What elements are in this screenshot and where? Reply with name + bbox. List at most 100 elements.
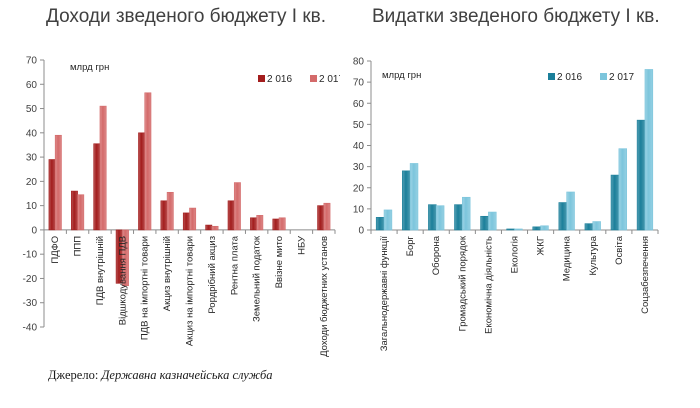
category-label: Освіта (614, 235, 625, 265)
bar-series-2 (514, 228, 523, 231)
unit-label: млрд грн (70, 62, 109, 73)
bar-series-2 (409, 163, 419, 231)
y-tick-label: 30 (353, 162, 365, 173)
bar-series-1 (205, 224, 213, 231)
y-tick-label: -30 (23, 298, 38, 309)
bar-series-1 (584, 223, 594, 231)
category-label: ПДВ внутрішній (95, 236, 106, 305)
legend-swatch (258, 75, 265, 82)
y-tick-label: 70 (26, 56, 38, 67)
category-label: Медицина (562, 235, 573, 281)
bar-series-2 (618, 148, 627, 231)
y-tick-label: 40 (353, 141, 365, 152)
category-label: ПДВ на імпортні товари (140, 236, 151, 340)
legend-label: 2 016 (267, 74, 292, 85)
chart-title-expenses: Видатки зведеного бюджету І кв. (372, 6, 660, 27)
category-label: ПДФО (50, 236, 61, 264)
bar-series-1 (610, 174, 620, 231)
category-label: Громадський порядок (457, 235, 468, 331)
y-tick-label: -40 (23, 323, 38, 334)
y-tick-label: -10 (23, 250, 38, 261)
bar-series-2 (54, 134, 62, 231)
y-tick-label: 50 (26, 104, 38, 115)
bar-series-1 (317, 205, 325, 231)
y-tick-label: -20 (23, 274, 38, 285)
chart-title-income: Доходи зведеного бюджету І кв. (46, 6, 327, 27)
legend-swatch (548, 73, 555, 80)
category-label: Доходи бюджетних установ (319, 236, 330, 357)
bar-series-1 (71, 190, 78, 231)
bar-series-2 (278, 217, 286, 231)
bar-series-2 (233, 182, 241, 231)
bar-series-2 (211, 225, 219, 231)
bar-series-1 (227, 200, 235, 231)
legend-label: 2 017 (609, 72, 634, 83)
bar-series-2 (77, 194, 85, 231)
bar-series-1 (375, 217, 385, 231)
legend-label: 2 017 (319, 74, 340, 85)
source-note: Джерело: Державна казначейська служба (48, 368, 273, 383)
bar-series-1 (480, 215, 489, 231)
category-label: ЖКГ (536, 236, 547, 255)
y-tick-label: 20 (353, 183, 365, 194)
category-label: Економічна діяльність (483, 236, 494, 334)
income-chart: -40 -30 -20 -10 0 10 20 30 40 50 60 70 ПДФО ППП ПДВ вн… (23, 56, 340, 357)
y-tick-label: 50 (353, 120, 365, 131)
y-tick-label: 70 (353, 78, 365, 89)
unit-label: млрд грн (382, 70, 421, 81)
bar-series-2 (435, 205, 445, 231)
bar-series-2 (323, 202, 331, 231)
category-label: Соцзабезпечення (640, 236, 651, 314)
category-label: Рентна плата (229, 235, 240, 295)
y-tick-label: 40 (26, 128, 38, 139)
expenses-chart: 0 10 20 30 40 50 60 70 80 Загальнодержавні функці… (353, 57, 659, 351)
category-label: НБУ (296, 235, 307, 255)
category-label: Культура (588, 235, 599, 275)
bar-series-2 (383, 209, 393, 231)
bar-series-1 (250, 217, 257, 231)
bar-series-2 (540, 225, 549, 231)
category-label: Ввізне мито (274, 236, 285, 288)
bar-series-1 (558, 202, 567, 231)
bar-series-2 (462, 196, 471, 231)
y-tick-label: 60 (26, 80, 38, 91)
y-tick-label: 0 (358, 226, 364, 237)
category-label: Оборона (431, 235, 442, 275)
category-label: Акциз на імпортні товари (185, 236, 196, 346)
source-text: Державна казначейська служба (101, 368, 273, 382)
y-tick-label: 60 (353, 99, 365, 110)
y-tick-label: 30 (26, 153, 38, 164)
category-label: Земельний податок (252, 235, 263, 322)
bar-series-1 (428, 204, 437, 231)
bar-series-1 (48, 159, 56, 231)
category-label: Акциз внутрішній (162, 236, 173, 311)
legend-swatch (600, 73, 607, 80)
legend-swatch (310, 75, 317, 82)
y-tick-label: 10 (353, 204, 365, 215)
y-tick-label: 80 (353, 57, 365, 68)
bar-series-1 (272, 218, 280, 231)
bar-series-1 (93, 143, 101, 231)
y-tick-label: 10 (26, 201, 38, 212)
category-label: ППП (73, 236, 84, 257)
category-label: Борг (405, 235, 416, 256)
category-label: Відшкодування ПДВ (117, 236, 128, 325)
category-label: Екологія (510, 236, 521, 273)
bar-series-2 (256, 215, 264, 231)
category-label: Рордрібний акциз (207, 236, 218, 314)
y-tick-label: 20 (26, 177, 38, 188)
bar-series-2 (566, 191, 575, 231)
bar-series-1 (636, 119, 646, 231)
bar-series-1 (160, 200, 168, 231)
bar-series-2 (488, 211, 497, 231)
bar-series-2 (592, 221, 601, 231)
source-label: Джерело: (48, 368, 102, 382)
y-tick-label: 0 (31, 225, 37, 236)
bar-series-2 (122, 229, 129, 287)
bar-series-2 (166, 191, 174, 231)
bar-series-1 (402, 170, 411, 231)
bar-series-1 (182, 212, 190, 231)
bar-series-2 (189, 207, 197, 231)
bar-series-2 (144, 92, 152, 231)
bar-series-1 (454, 204, 463, 231)
